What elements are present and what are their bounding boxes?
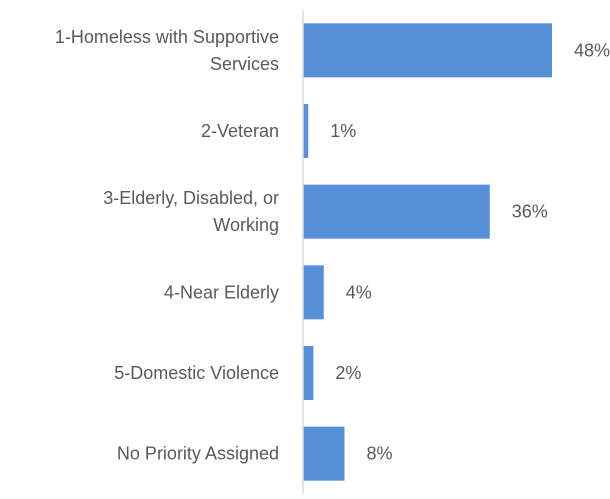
bar-4 [303,265,324,320]
value-label-5: 2% [335,363,361,383]
bar-2 [303,104,309,158]
category-label-5: 5-Domestic Violence [114,363,279,383]
bar-3 [303,184,490,239]
category-label-line: 3-Elderly, Disabled, or [103,188,279,208]
bar-6 [303,426,345,481]
category-label-1: 1-Homeless with Supportive Services [55,27,279,74]
bar-1 [303,23,552,78]
bar-5 [303,346,314,400]
category-label-line: 2-Veteran [201,121,279,141]
value-label-6: 8% [367,444,393,464]
category-label-line: Working [213,215,279,235]
category-label-line: 1-Homeless with Supportive [55,27,279,47]
category-label-4: 4-Near Elderly [164,282,279,302]
category-label-2: 2-Veteran [201,121,279,141]
category-label-line: Services [210,54,279,74]
value-label-3: 36% [512,202,548,222]
bars-layer [303,23,552,481]
value-label-1: 48% [574,40,610,60]
category-label-line: 5-Domestic Violence [114,363,279,383]
category-label-3: 3-Elderly, Disabled, or Working [103,188,279,235]
value-labels: 48% 1% 36% 4% 2% 8% [330,40,610,463]
category-label-line: No Priority Assigned [117,444,279,464]
category-label-6: No Priority Assigned [117,444,279,464]
category-labels: 1-Homeless with Supportive Services 2-Vete… [55,27,279,464]
value-label-4: 4% [346,282,372,302]
category-label-line: 4-Near Elderly [164,282,279,302]
value-label-2: 1% [330,121,356,141]
